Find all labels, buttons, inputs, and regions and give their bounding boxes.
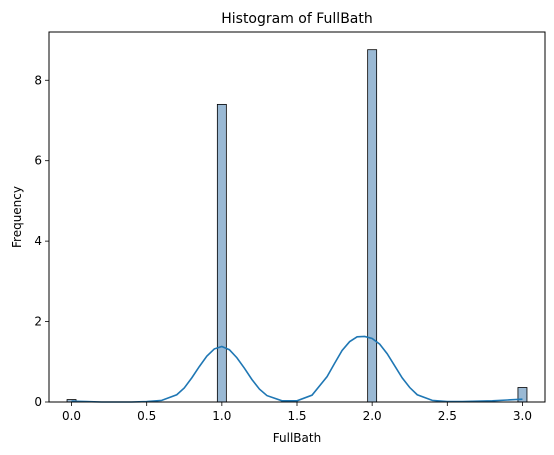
x-tick-label: 0.0 bbox=[62, 409, 81, 423]
y-axis-label: Frequency bbox=[10, 186, 24, 248]
y-tick-label: 0 bbox=[34, 395, 42, 409]
histogram-bar bbox=[367, 49, 378, 403]
x-tick-label: 1.0 bbox=[212, 409, 231, 423]
histogram-bar bbox=[216, 103, 227, 403]
y-tick-label: 2 bbox=[34, 315, 42, 329]
y-tick-label: 8 bbox=[34, 73, 42, 87]
x-tick-label: 2.5 bbox=[438, 409, 457, 423]
x-tick-label: 0.5 bbox=[137, 409, 156, 423]
x-tick-label: 2.0 bbox=[363, 409, 382, 423]
y-tick-label: 6 bbox=[34, 154, 42, 168]
chart-title: Histogram of FullBath bbox=[221, 11, 373, 27]
y-tick-label: 4 bbox=[34, 234, 42, 248]
kde-line bbox=[71, 335, 523, 403]
plot-frame bbox=[48, 31, 546, 403]
x-tick-label: 3.0 bbox=[513, 409, 532, 423]
x-axis-label: FullBath bbox=[273, 431, 321, 445]
x-tick-label: 1.5 bbox=[287, 409, 306, 423]
